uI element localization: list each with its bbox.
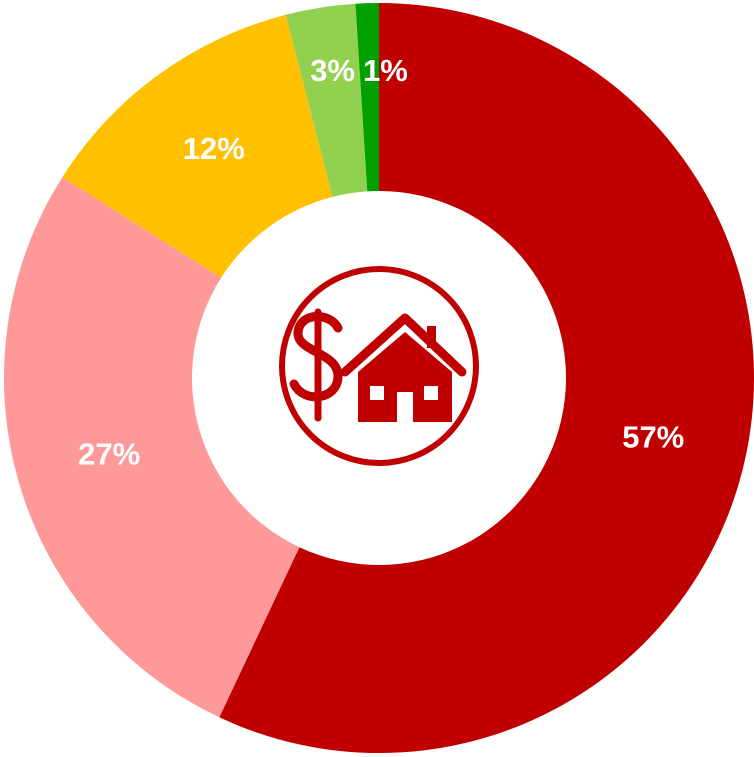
slice	[62, 14, 333, 278]
center-icon	[279, 266, 479, 466]
slice	[3, 177, 300, 718]
door	[397, 392, 413, 422]
slice	[355, 3, 379, 192]
chimney	[427, 326, 436, 348]
slice	[219, 3, 754, 753]
slices	[3, 3, 754, 753]
data-label: 12%	[183, 131, 245, 166]
icon-ring	[279, 266, 479, 466]
data-label: 57%	[622, 419, 684, 454]
data-label: 1%	[363, 53, 408, 88]
roof	[340, 313, 467, 377]
slice	[285, 3, 368, 197]
window	[424, 386, 438, 400]
window	[370, 386, 384, 400]
data-label: 27%	[78, 437, 140, 472]
data-label: 3%	[310, 53, 355, 88]
labels: 57% 27% 12% 3% 1%	[78, 53, 684, 471]
